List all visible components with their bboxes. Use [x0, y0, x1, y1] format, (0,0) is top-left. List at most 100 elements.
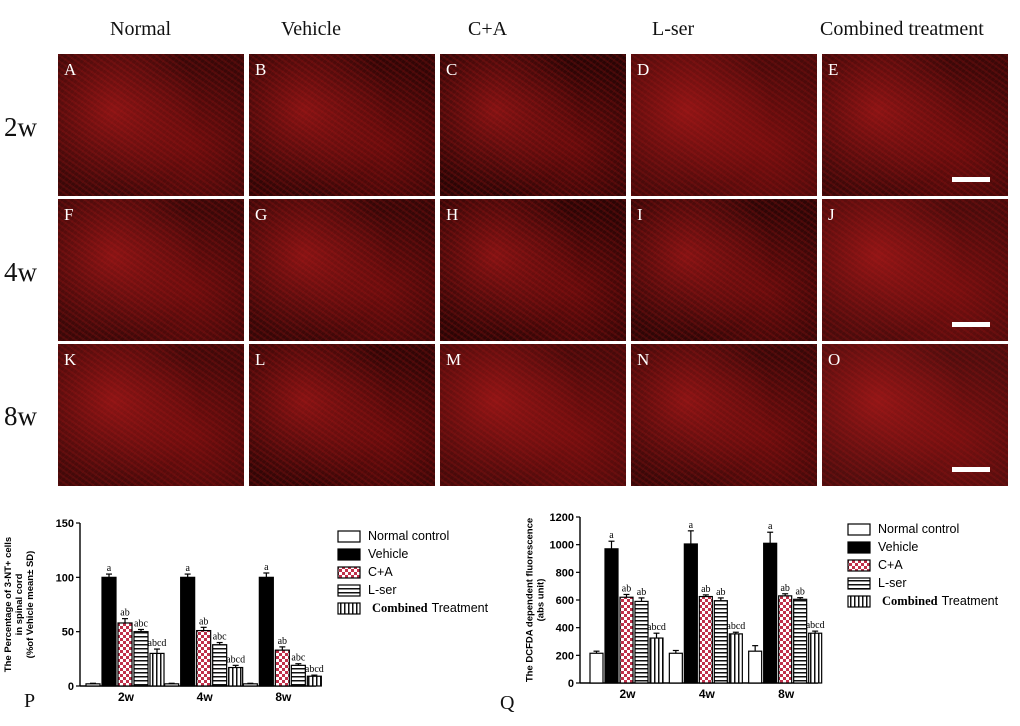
row-header-8w: 8w	[4, 401, 37, 431]
legend-swatch	[847, 523, 871, 536]
bar	[668, 652, 683, 684]
bar	[164, 683, 180, 687]
micrograph-panel: K	[58, 344, 244, 486]
micrograph-panel: B	[249, 54, 435, 196]
bar	[290, 664, 306, 687]
panel-letter-p: P	[24, 690, 36, 712]
y-tick-label: 200	[556, 650, 574, 662]
chart-dcfda-fluorescence: 0 200 400 600 800 1000 1200 The DCFDA dependent…	[525, 512, 999, 701]
micrograph-panel: J	[822, 199, 1008, 341]
legend-swatch	[847, 595, 871, 608]
data-label: ab	[278, 636, 287, 647]
panel-letter-q: Q	[500, 692, 515, 714]
column-header-c-a: C+A	[468, 18, 508, 40]
micrograph-panel: N	[631, 344, 817, 486]
bar	[713, 600, 728, 684]
data-label: a	[609, 530, 614, 541]
legend-label: Combined Treatment	[882, 594, 999, 608]
legend-swatch	[337, 602, 361, 615]
x-tick-label: 2w	[118, 690, 135, 704]
legend-swatch	[337, 548, 361, 561]
panel-label: M	[446, 350, 462, 369]
chart-3nt-percentage: 0 50 100 150 The Percentage of 3-NT+ cells in…	[3, 518, 489, 704]
data-label: abc	[291, 653, 305, 664]
data-label: abc	[134, 618, 148, 629]
y-tick-label: 400	[556, 623, 574, 635]
y-tick-label: 150	[56, 518, 74, 530]
panel-label: F	[64, 205, 74, 224]
x-tick-label: 4w	[197, 690, 214, 704]
bar	[117, 622, 133, 687]
bar	[101, 576, 117, 687]
data-label: ab	[701, 584, 710, 595]
x-tick-label: 2w	[619, 687, 636, 701]
bar	[793, 598, 808, 684]
y-axis-label: The Percentage of 3-NT+ cells	[3, 537, 14, 672]
bar	[306, 675, 322, 687]
bar	[683, 543, 698, 684]
legend-label: Combined Treatment	[372, 601, 489, 615]
bar	[698, 595, 713, 684]
y-tick-label: 1000	[550, 540, 574, 552]
bar	[649, 637, 664, 684]
y-axis-label: in spinal cord	[14, 573, 25, 635]
data-label: abcd	[226, 654, 245, 665]
panel-label: C	[446, 60, 458, 79]
bar	[589, 652, 604, 684]
panel-label: A	[64, 60, 77, 79]
bar	[258, 576, 274, 687]
data-label: abcd	[148, 638, 167, 649]
y-tick-label: 100	[56, 572, 74, 584]
column-header-l-ser: L-ser	[652, 18, 695, 40]
legend-swatch	[337, 566, 361, 579]
data-label: a	[185, 563, 190, 574]
micrograph-panel: D	[631, 54, 817, 196]
data-label: ab	[716, 587, 725, 598]
legend-label: Vehicle	[368, 547, 408, 561]
panel-label: B	[255, 60, 267, 79]
scale-bar	[952, 322, 990, 327]
x-tick-label: 4w	[699, 687, 716, 701]
legend-label: Vehicle	[878, 540, 918, 554]
y-tick-label: 1200	[550, 512, 574, 524]
y-tick-label: 50	[62, 627, 74, 639]
bar	[748, 650, 763, 684]
bar	[604, 548, 619, 684]
legend-swatch	[847, 577, 871, 590]
legend-label: C+A	[368, 565, 393, 579]
y-tick-label: 0	[68, 681, 74, 693]
y-tick-label: 0	[568, 678, 574, 690]
bar	[149, 652, 165, 687]
scale-bar	[952, 177, 990, 182]
panel-label: O	[828, 350, 841, 369]
row-header-2w: 2w	[4, 112, 37, 142]
panel-label: L	[255, 350, 266, 369]
y-axis-label: The DCFDA dependent fluorescence	[525, 518, 536, 682]
micrograph-panel: M	[440, 344, 626, 486]
column-header-vehicle: Vehicle	[281, 18, 341, 40]
scale-bar	[952, 467, 990, 472]
micrograph-panel: C	[440, 54, 626, 196]
micrograph-panel: O	[822, 344, 1008, 486]
bar	[133, 631, 149, 687]
bar	[196, 629, 212, 687]
micrograph-panel: L	[249, 344, 435, 486]
data-label: ab	[795, 587, 804, 598]
data-label: abcd	[726, 621, 745, 632]
column-header-combined-treatment: Combined treatment	[820, 18, 984, 40]
bar	[274, 649, 290, 687]
legend-swatch	[337, 530, 361, 543]
micrograph-panel: F	[58, 199, 244, 341]
data-label: ab	[780, 583, 789, 594]
data-label: a	[768, 521, 773, 532]
bar	[763, 542, 778, 684]
legend-label: Normal control	[878, 522, 959, 536]
panel-label: D	[637, 60, 650, 79]
x-tick-label: 8w	[275, 690, 292, 704]
x-tick-label: 8w	[778, 687, 795, 701]
legend-label: L-ser	[368, 583, 396, 597]
data-label: a	[689, 520, 694, 531]
data-label: a	[107, 563, 112, 574]
data-label: a	[264, 562, 269, 573]
data-label: ab	[637, 587, 646, 598]
